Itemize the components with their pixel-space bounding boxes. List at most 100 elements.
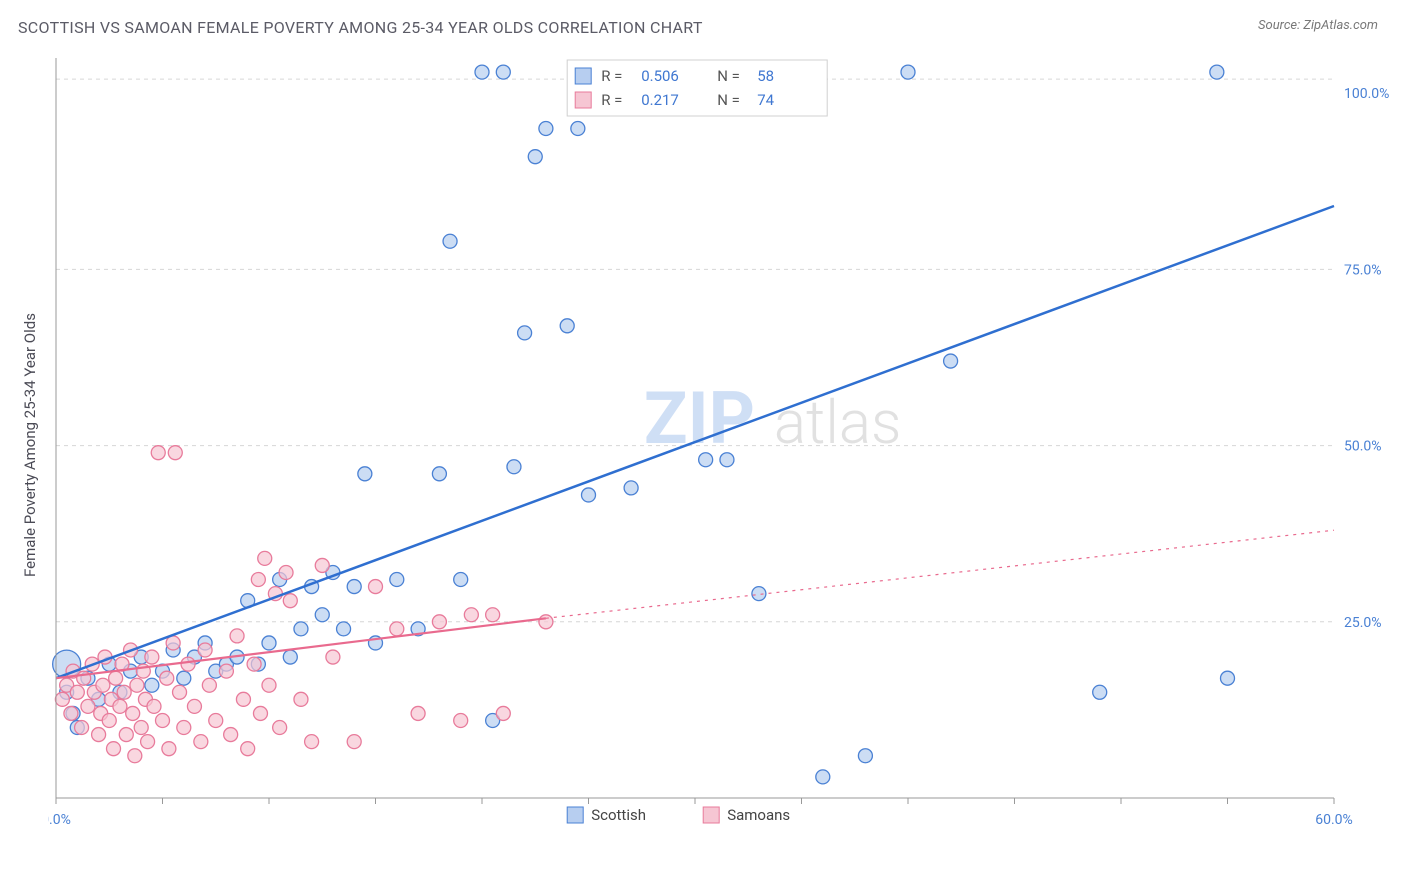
y-axis-label: Female Poverty Among 25-34 Year Olds: [21, 313, 39, 577]
samoans-point: [70, 685, 84, 699]
scottish-point: [454, 573, 468, 587]
samoans-point: [432, 615, 446, 629]
stats-r-value: 0.217: [641, 91, 679, 109]
samoans-point: [279, 565, 293, 579]
samoans-point: [81, 699, 95, 713]
watermark-atlas: atlas: [774, 387, 902, 458]
scottish-point: [528, 150, 542, 164]
samoans-regression-extrapolated: [546, 530, 1334, 618]
scottish-point: [337, 622, 351, 636]
source-label: Source: ZipAtlas.com: [1258, 18, 1378, 33]
samoans-point: [209, 713, 223, 727]
samoans-point: [128, 749, 142, 763]
x-tick-label: 0.0%: [48, 812, 71, 828]
scottish-point: [358, 467, 372, 481]
stats-r-label: R =: [601, 67, 622, 85]
legend-swatch: [703, 807, 719, 823]
samoans-point: [102, 713, 116, 727]
samoans-point: [173, 685, 187, 699]
samoans-point: [202, 678, 216, 692]
scottish-point: [752, 587, 766, 601]
samoans-point: [160, 671, 174, 685]
scottish-point: [262, 636, 276, 650]
scottish-regression-line: [56, 206, 1334, 678]
watermark-zip: ZIP: [644, 376, 755, 461]
y-tick-label: 50.0%: [1344, 439, 1382, 455]
scottish-point: [560, 319, 574, 333]
stats-r-label: R =: [601, 91, 622, 109]
samoans-point: [109, 671, 123, 685]
samoans-point: [113, 699, 127, 713]
samoans-point: [181, 657, 195, 671]
samoans-point: [130, 678, 144, 692]
scottish-point: [315, 608, 329, 622]
stats-r-value: 0.506: [641, 67, 679, 85]
samoans-point: [230, 629, 244, 643]
stats-n-label: N =: [717, 91, 740, 109]
chart-title: SCOTTISH VS SAMOAN FEMALE POVERTY AMONG …: [18, 18, 703, 37]
scottish-point: [507, 460, 521, 474]
stats-n-label: N =: [717, 67, 740, 85]
legend-swatch: [567, 807, 583, 823]
samoans-point: [64, 706, 78, 720]
scottish-point: [347, 580, 361, 594]
samoans-point: [411, 706, 425, 720]
samoans-point: [224, 728, 238, 742]
samoans-point: [326, 650, 340, 664]
samoans-point: [55, 692, 69, 706]
samoans-point: [187, 699, 201, 713]
samoans-point: [283, 594, 297, 608]
samoans-point: [92, 728, 106, 742]
scottish-point: [390, 573, 404, 587]
samoans-point: [177, 721, 191, 735]
stats-n-value: 58: [757, 67, 774, 85]
scottish-point: [816, 770, 830, 784]
scottish-point: [283, 650, 297, 664]
samoans-point: [166, 636, 180, 650]
scottish-point: [496, 65, 510, 79]
samoans-point: [496, 706, 510, 720]
scottish-point: [294, 622, 308, 636]
samoans-point: [347, 735, 361, 749]
samoans-point: [119, 728, 133, 742]
samoans-point: [251, 573, 265, 587]
samoans-point: [258, 551, 272, 565]
samoans-point: [145, 650, 159, 664]
chart-area: Female Poverty Among 25-34 Year Olds ZIP…: [48, 50, 1390, 840]
samoans-point: [141, 735, 155, 749]
samoans-point: [126, 706, 140, 720]
samoans-point: [117, 685, 131, 699]
samoans-point: [194, 735, 208, 749]
scottish-point: [443, 234, 457, 248]
scottish-point: [1221, 671, 1235, 685]
legend-label: Samoans: [727, 806, 790, 824]
samoans-point: [75, 721, 89, 735]
samoans-point: [262, 678, 276, 692]
scottish-point: [1093, 685, 1107, 699]
samoans-point: [151, 446, 165, 460]
stats-swatch: [575, 92, 591, 108]
scottish-point: [539, 121, 553, 135]
y-tick-label: 75.0%: [1344, 262, 1382, 278]
samoans-point: [96, 678, 110, 692]
x-tick-label: 60.0%: [1315, 812, 1353, 828]
samoans-point: [273, 721, 287, 735]
samoans-point: [247, 657, 261, 671]
samoans-point: [198, 643, 212, 657]
samoans-point: [219, 664, 233, 678]
samoans-point: [369, 580, 383, 594]
scottish-point: [720, 453, 734, 467]
samoans-point: [539, 615, 553, 629]
samoans-point: [315, 558, 329, 572]
samoans-point: [454, 713, 468, 727]
stats-n-value: 74: [757, 91, 774, 109]
scottish-point: [145, 678, 159, 692]
scottish-point: [699, 453, 713, 467]
scottish-point: [944, 354, 958, 368]
scottish-point: [624, 481, 638, 495]
samoans-point: [305, 735, 319, 749]
samoans-point: [294, 692, 308, 706]
y-tick-label: 25.0%: [1344, 615, 1382, 631]
scottish-point: [858, 749, 872, 763]
samoans-point: [236, 692, 250, 706]
